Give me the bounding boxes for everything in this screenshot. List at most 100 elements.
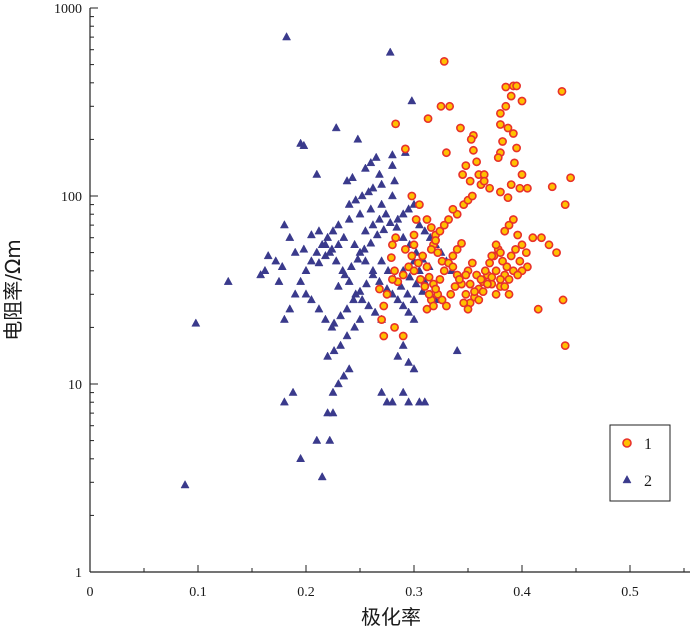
series-1-point: [375, 284, 384, 294]
series-1-point: [517, 96, 527, 106]
series-1-point: [467, 258, 477, 268]
series-1-point: [441, 148, 451, 158]
series-1-point: [517, 170, 527, 179]
series-2-point: [374, 276, 384, 285]
series-2-point: [364, 300, 374, 310]
series-1-point: [502, 262, 512, 272]
series-2-point: [404, 204, 414, 213]
series-1-point: [379, 301, 389, 311]
series-1-point: [557, 87, 567, 96]
legend-marker-1: [622, 438, 632, 448]
series-1-point: [454, 275, 464, 284]
series-1-point: [439, 220, 449, 230]
series-2-point: [312, 247, 322, 256]
series-1-point: [407, 191, 417, 201]
series-1-point: [517, 240, 527, 250]
series-1-point: [479, 176, 489, 186]
series-2-point: [333, 378, 343, 388]
series-2-point: [327, 244, 337, 253]
chart-legend: 12: [609, 424, 671, 502]
series-2-point: [407, 96, 417, 105]
series-2-point: [387, 150, 397, 159]
series-1-point: [386, 253, 396, 263]
series-1-point: [398, 331, 408, 341]
series-1-point: [387, 275, 397, 284]
series-1-point: [409, 266, 419, 276]
y-tick-label: 10: [68, 378, 82, 393]
series-1-point: [414, 200, 424, 210]
series-2-point: [279, 314, 289, 323]
series-2-point: [340, 269, 350, 279]
series-1-point: [491, 240, 501, 250]
series-1-point: [493, 153, 503, 163]
series-1-point: [409, 230, 419, 240]
series-2-point: [320, 250, 330, 260]
series-2-point: [329, 345, 339, 355]
series-2-point: [277, 261, 287, 271]
series-1-point: [547, 182, 557, 192]
series-1-point: [429, 301, 438, 311]
series-2-point: [368, 220, 378, 229]
series-1-point: [439, 266, 449, 276]
series-2-point: [385, 217, 395, 226]
series-1-point: [504, 289, 514, 299]
series-1-point: [448, 204, 458, 214]
series-1-point: [465, 279, 475, 289]
series-2-point: [336, 310, 346, 320]
series-2-point: [374, 169, 384, 178]
series-1-point: [501, 101, 511, 111]
series-2-point: [344, 214, 354, 223]
series-2-point: [409, 294, 419, 304]
series-2-point: [331, 122, 341, 132]
series-2-point: [355, 314, 365, 323]
series-2-point: [377, 256, 387, 265]
series-1-point: [508, 129, 518, 138]
series-2-point: [314, 304, 324, 313]
series-2-point: [347, 172, 357, 181]
series-2-point: [420, 397, 430, 406]
series-1-point: [398, 270, 408, 280]
series-1-point: [506, 180, 516, 189]
series-2-point: [414, 220, 424, 229]
series-1-point: [500, 282, 510, 291]
series-1-point: [446, 289, 456, 299]
series-1-point: [465, 176, 475, 186]
series-1-point: [558, 295, 568, 305]
series-1-point: [390, 323, 399, 332]
series-2-point: [452, 345, 462, 355]
series-1-point: [459, 298, 469, 308]
series-1-point: [512, 143, 521, 153]
series-1-point: [467, 191, 477, 201]
series-2-point: [353, 134, 363, 143]
series-1-point: [533, 304, 543, 314]
series-2-point: [382, 397, 392, 406]
x-axis-title: 极化率: [361, 605, 421, 629]
series-1-point: [480, 266, 490, 276]
series-1-point: [437, 295, 447, 305]
series-1-point: [431, 284, 440, 294]
series-2-point: [385, 47, 395, 56]
series-2-point: [349, 294, 358, 304]
x-tick-label: 0.5: [621, 585, 639, 600]
series-1-point: [463, 304, 473, 314]
series-2-point: [379, 224, 389, 234]
series-2-point: [333, 220, 343, 229]
series-2-point: [409, 314, 419, 323]
series-2-point: [279, 397, 289, 406]
series-2-point: [260, 265, 270, 274]
series-1-point: [560, 200, 570, 210]
series-1-point: [379, 331, 389, 341]
series-2-point: [355, 286, 365, 295]
x-tick-label: 0: [87, 585, 94, 600]
series-2-point: [371, 152, 381, 161]
series-2-point: [323, 232, 333, 241]
series-2-point: [301, 265, 311, 274]
series-1-point: [544, 240, 554, 250]
series-2-point: [323, 408, 333, 417]
series-2-point: [279, 220, 289, 229]
series-2-point: [377, 179, 387, 188]
series-2-point: [398, 387, 408, 396]
series-2-point: [328, 408, 338, 417]
legend-label-2: 2: [644, 473, 652, 490]
